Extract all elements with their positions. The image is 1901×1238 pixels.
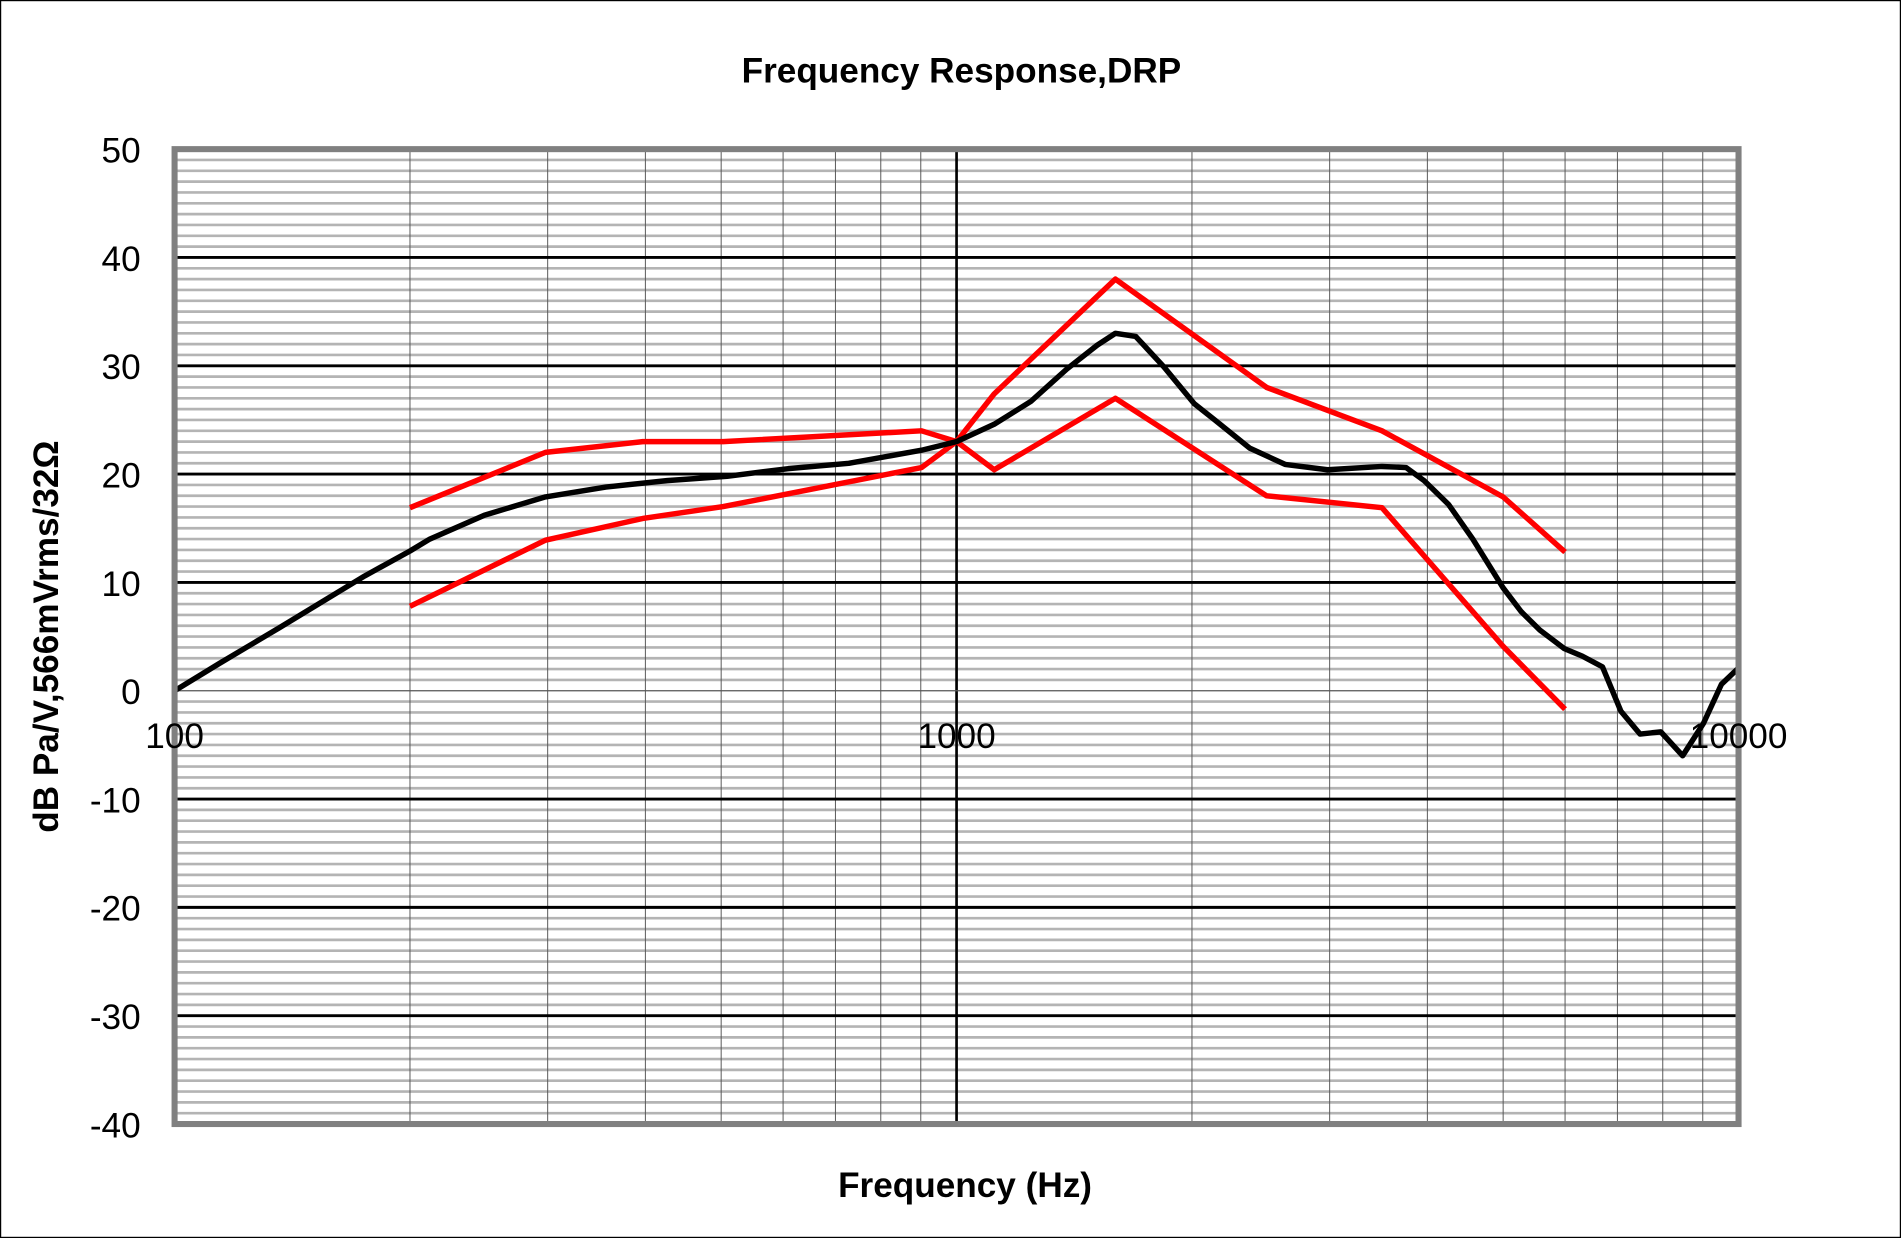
x-axis-label: Frequency (Hz) (838, 1166, 1092, 1205)
x-tick-label: 100 (145, 717, 204, 756)
series-group (173, 276, 1741, 759)
y-tick-label: 30 (102, 348, 141, 387)
y-axis-label: dB Pa/V,566mVrms/32Ω (27, 440, 66, 832)
y-tick-label: -40 (90, 1106, 141, 1145)
series-measured-response (173, 330, 1741, 759)
y-tick-label: 50 (102, 131, 141, 170)
y-tick-label: 0 (121, 673, 141, 712)
y-tick-label: -20 (90, 890, 141, 929)
y-tick-label: 40 (102, 240, 141, 279)
y-tick-label: -10 (90, 781, 141, 820)
x-tick-label: 10000 (1690, 717, 1788, 756)
y-tick-label: -30 (90, 998, 141, 1037)
y-tick-label: 10 (102, 565, 141, 604)
plot-border (171, 146, 1742, 1128)
series-lower-limit (408, 395, 1567, 712)
y-tick-label: 20 (102, 456, 141, 495)
grid (174, 149, 1739, 1125)
series-upper-limit (408, 276, 1567, 555)
x-tick-label: 1000 (917, 717, 995, 756)
chart-title: Frequency Response,DRP (742, 51, 1182, 90)
